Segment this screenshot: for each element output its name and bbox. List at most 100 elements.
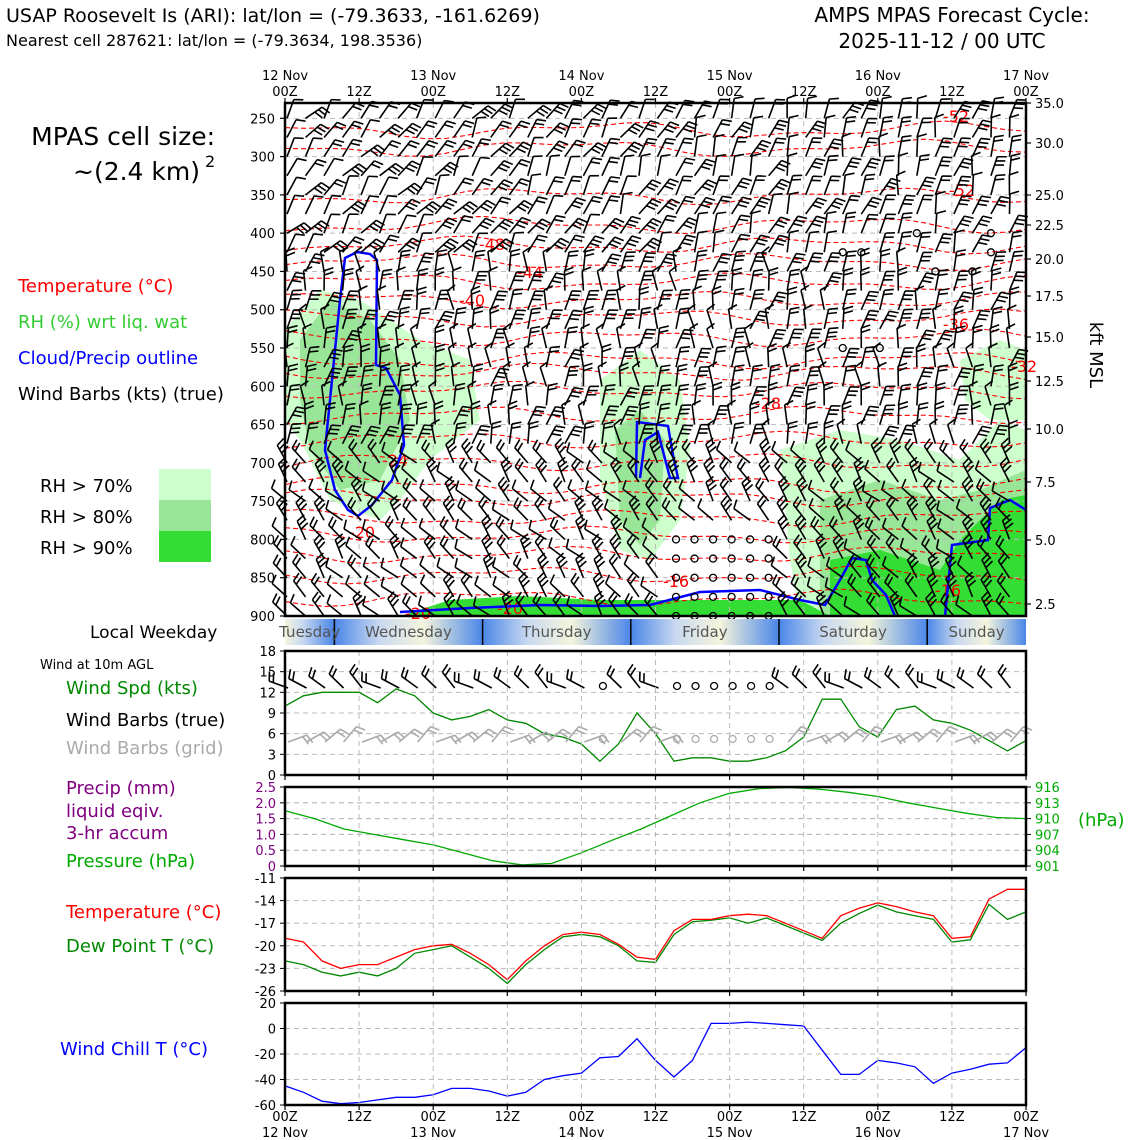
grid-wind-barb-feather bbox=[800, 725, 811, 731]
upper-wind-barb-feather bbox=[775, 185, 785, 191]
upper-wind-barb-feather bbox=[538, 234, 548, 239]
upper-wind-barb-feather bbox=[393, 541, 402, 549]
upper-wind-barb bbox=[767, 329, 778, 349]
upper-wind-barb bbox=[350, 483, 362, 502]
upper-wind-barb-feather bbox=[792, 591, 800, 601]
surface-wind-barb bbox=[864, 675, 882, 689]
upper-wind-barb bbox=[675, 217, 690, 234]
upper-wind-barb bbox=[693, 179, 709, 196]
upper-wind-barb bbox=[934, 385, 938, 406]
upper-wind-barb bbox=[786, 232, 791, 253]
upper-wind-barb-feather bbox=[955, 253, 966, 257]
upper-wind-barb-feather bbox=[921, 337, 932, 341]
upper-wind-barb bbox=[564, 197, 578, 215]
upper-wind-barb-feather bbox=[832, 533, 841, 542]
upper-wind-barb bbox=[953, 386, 961, 406]
upper-wind-barb-feather bbox=[532, 592, 539, 602]
upper-wind-barb-feather bbox=[977, 145, 987, 149]
upper-wind-barb-feather bbox=[388, 456, 397, 465]
upper-wind-barb-feather bbox=[449, 238, 459, 245]
upper-wind-barb bbox=[362, 527, 381, 541]
upper-wind-barb-feather bbox=[671, 464, 680, 473]
upper-wind-barb bbox=[656, 215, 668, 234]
upper-wind-barb-feather bbox=[773, 192, 783, 196]
upper-wind-barb bbox=[675, 196, 687, 215]
upper-wind-barb bbox=[819, 289, 826, 310]
upper-wind-barb bbox=[860, 118, 869, 138]
upper-wind-barb-feather bbox=[593, 537, 602, 546]
upper-wind-barb-feather bbox=[996, 572, 1004, 582]
upper-wind-barb bbox=[508, 141, 524, 158]
upper-wind-barb-feather bbox=[966, 464, 975, 473]
upper-wind-barb-feather bbox=[502, 322, 512, 330]
upper-wind-barb-feather bbox=[942, 333, 953, 337]
upper-wind-barb bbox=[495, 523, 510, 540]
upper-wind-barb bbox=[545, 237, 562, 253]
grid-wind-barb bbox=[435, 734, 456, 743]
grid-wind-barb-feather bbox=[855, 731, 865, 738]
upper-wind-barb-feather bbox=[847, 250, 857, 253]
upper-wind-barb bbox=[953, 251, 958, 272]
upper-wind-barb-feather bbox=[553, 109, 563, 115]
upper-wind-barb bbox=[925, 502, 937, 521]
upper-wind-barb bbox=[823, 197, 838, 215]
upper-wind-barb-feather bbox=[551, 413, 561, 417]
upper-wind-barb-feather bbox=[548, 382, 558, 387]
upper-wind-barb-feather bbox=[332, 142, 342, 147]
upper-wind-barb-feather bbox=[900, 387, 911, 391]
upper-wind-barb-feather bbox=[819, 284, 829, 291]
upper-wind-barb-feather bbox=[932, 342, 942, 349]
pressure-tick-label: 904 bbox=[1035, 844, 1060, 859]
top-date-label: 13 Nov bbox=[410, 69, 456, 84]
upper-wind-barb-feather bbox=[663, 108, 674, 113]
upper-wind-barb bbox=[325, 490, 343, 502]
surface-wind-barb-feather bbox=[774, 669, 780, 680]
upper-wind-barb-feather bbox=[406, 214, 417, 218]
upper-wind-barb-feather bbox=[994, 403, 1005, 406]
upper-wind-barb-feather bbox=[646, 328, 656, 331]
upper-wind-barb-feather bbox=[768, 381, 778, 387]
upper-wind-barb-feather bbox=[906, 424, 916, 428]
upper-wind-barb-feather bbox=[928, 518, 937, 526]
upper-wind-barb-feather bbox=[555, 425, 566, 429]
precip-tick-label: 2.0 bbox=[255, 797, 276, 812]
upper-wind-barb-feather bbox=[897, 266, 908, 272]
upper-wind-barb bbox=[916, 329, 927, 349]
upper-wind-barb bbox=[749, 234, 762, 253]
upper-wind-barb bbox=[534, 503, 548, 521]
upper-wind-barb-feather bbox=[616, 323, 626, 330]
surface-wind-barb-feather bbox=[380, 669, 384, 679]
upper-wind-barb-feather bbox=[510, 252, 520, 257]
upper-wind-barb bbox=[848, 561, 862, 579]
upper-wind-barb-feather bbox=[961, 442, 969, 452]
upper-wind-barb-feather bbox=[515, 557, 522, 568]
surface-wind-barb-feather bbox=[609, 668, 616, 678]
upper-wind-barb bbox=[749, 197, 762, 215]
upper-wind-barb-feather bbox=[604, 421, 614, 425]
upper-wind-barb-feather bbox=[833, 460, 842, 470]
upper-wind-barb-feather bbox=[938, 364, 949, 368]
upper-wind-barb bbox=[527, 309, 533, 330]
upper-wind-barb bbox=[360, 425, 372, 445]
upper-wind-barb-feather bbox=[994, 364, 1004, 368]
upper-wind-barb-feather bbox=[444, 99, 454, 103]
upper-wind-barb-feather bbox=[332, 367, 342, 371]
upper-wind-barb bbox=[434, 251, 439, 272]
upper-wind-barb bbox=[378, 404, 383, 425]
upper-wind-barb-feather bbox=[698, 211, 709, 215]
upper-wind-barb bbox=[744, 347, 751, 368]
upper-wind-barb bbox=[939, 448, 955, 464]
upper-wind-barb-feather bbox=[500, 480, 508, 489]
upper-wind-barb-feather bbox=[902, 96, 912, 100]
upper-wind-barb-feather bbox=[946, 556, 955, 565]
upper-wind-barb bbox=[545, 215, 557, 234]
upper-wind-barb-feather bbox=[492, 575, 497, 586]
upper-wind-barb-feather bbox=[498, 224, 508, 231]
upper-wind-barb bbox=[478, 503, 492, 521]
upper-wind-barb-feather bbox=[644, 256, 655, 259]
upper-wind-barb-feather bbox=[387, 129, 397, 136]
upper-wind-barb-feather bbox=[806, 405, 816, 410]
upper-wind-barb-feather bbox=[428, 380, 437, 388]
upper-wind-barb-feather bbox=[925, 495, 933, 504]
windchill-tick-label: -20 bbox=[255, 1048, 276, 1063]
